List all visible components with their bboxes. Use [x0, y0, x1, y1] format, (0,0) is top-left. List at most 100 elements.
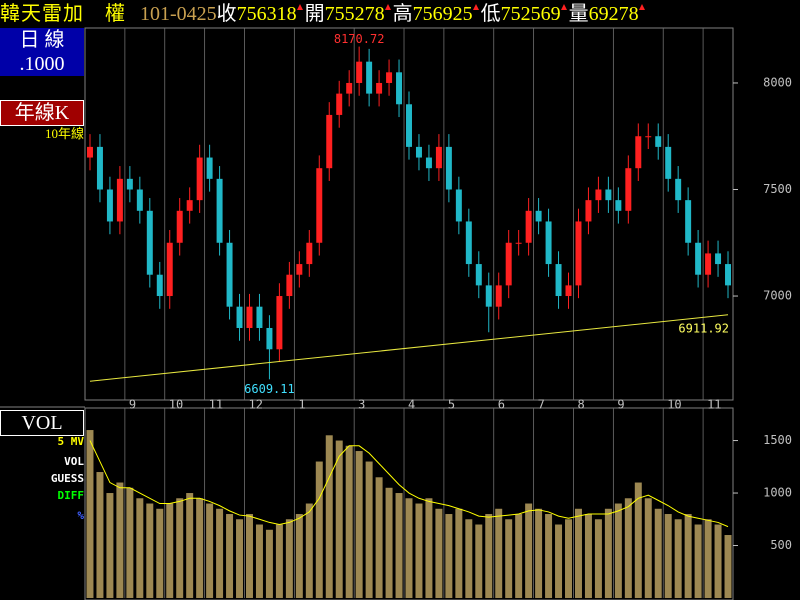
volume-bar: [415, 503, 423, 598]
candle-body: [176, 210, 183, 243]
x-tick-label: 8: [577, 398, 584, 412]
candle-body: [116, 178, 123, 222]
candle-body: [675, 178, 682, 201]
candle-body: [286, 274, 293, 297]
candle-body: [296, 264, 303, 275]
candle-body: [655, 136, 662, 147]
up-arrow: [638, 4, 645, 10]
x-tick-label: 12: [249, 398, 263, 412]
candle-body: [445, 146, 452, 190]
volume-bar: [196, 498, 204, 598]
candle-body: [256, 306, 263, 328]
candle-body: [196, 157, 203, 201]
volume-bar: [246, 514, 253, 598]
volume-bar: [495, 508, 503, 598]
y-tick-label: 500: [770, 538, 792, 552]
volume-bar: [325, 435, 333, 598]
period-label: 日 線: [0, 28, 84, 52]
high-annotation: 8170.72: [334, 32, 385, 46]
up-arrow: [296, 4, 303, 10]
up-arrow: [472, 4, 479, 10]
volume-bar: [614, 503, 622, 598]
low-annotation: 6609.11: [244, 382, 295, 396]
volume-bar: [255, 524, 263, 598]
ma-label: 10年線: [44, 126, 84, 141]
candle-body: [465, 221, 472, 265]
volume-bar: [136, 498, 144, 598]
candle-body: [555, 264, 562, 297]
quote-label: 高: [392, 3, 413, 25]
quote-value: 752569: [500, 3, 561, 25]
x-tick-label: 11: [209, 398, 223, 412]
volume-bar: [485, 514, 493, 598]
volume-bar: [654, 508, 662, 598]
volume-bar: [345, 445, 353, 598]
quote-value: 756925: [412, 3, 473, 25]
candle-body: [316, 168, 323, 243]
candle-body: [715, 253, 722, 265]
volume-bar: [455, 508, 463, 598]
volume-bar: [176, 498, 184, 598]
x-tick-label: 10: [169, 398, 183, 412]
volume-bar: [335, 440, 343, 598]
volume-bar: [236, 519, 244, 598]
candle-body: [485, 285, 492, 307]
candle-body: [226, 242, 233, 307]
volume-bar: [684, 514, 692, 598]
candle-body: [725, 264, 732, 286]
candle-body: [605, 189, 612, 201]
price-frame: [84, 27, 734, 401]
volume-bar: [96, 472, 104, 598]
x-tick-label: 9: [129, 398, 136, 412]
candle-body: [126, 178, 133, 190]
candle-body: [415, 146, 422, 158]
candle-body: [146, 210, 153, 275]
volume-bar: [555, 524, 563, 598]
candle-body: [136, 189, 143, 211]
mv-line: [89, 440, 729, 528]
volume-bar: [664, 514, 672, 598]
candle-body: [595, 189, 602, 201]
x-tick-label: 11: [707, 398, 721, 412]
volume-bar: [275, 524, 283, 598]
volume-bar: [535, 508, 543, 598]
candle-body: [615, 200, 622, 211]
volume-bar: [694, 524, 702, 598]
volume-bar: [126, 487, 134, 598]
candle-body: [396, 72, 403, 105]
date: 101-0425: [140, 3, 217, 25]
ma-line: [89, 314, 729, 382]
candle-body: [356, 61, 363, 83]
quote-label: 量: [568, 3, 589, 25]
candle-body: [236, 306, 243, 328]
volume-bar: [156, 508, 164, 598]
volume-bar: [674, 519, 682, 598]
candle-body: [495, 285, 502, 307]
volume-bar: [634, 482, 642, 598]
vol-legend-label: DIFF: [57, 489, 85, 502]
candle-body: [366, 61, 373, 94]
volume-bar: [355, 451, 363, 598]
candle-body: [665, 146, 672, 179]
candle-body: [406, 104, 412, 147]
x-tick-label: 4: [408, 398, 415, 412]
candle-body: [515, 242, 522, 244]
instrument-name: 韓天雷加 權: [0, 3, 126, 25]
candle-body: [246, 306, 253, 328]
y-tick-label: 7500: [763, 182, 792, 196]
candle-body: [206, 157, 213, 179]
candle-body: [186, 200, 193, 211]
volume-bar: [166, 503, 174, 598]
y-tick-label: 1500: [763, 433, 792, 447]
x-tick-label: 1: [298, 398, 305, 412]
volume-bar: [465, 519, 473, 598]
quote-label: 低: [480, 3, 501, 25]
volume-bar: [305, 503, 313, 598]
vol-legend-label: %: [77, 509, 84, 522]
volume-bar: [525, 503, 533, 598]
volume-bar: [106, 493, 114, 598]
volume-bar: [285, 519, 293, 598]
candle-body: [96, 146, 103, 190]
volume-bar: [385, 487, 393, 598]
